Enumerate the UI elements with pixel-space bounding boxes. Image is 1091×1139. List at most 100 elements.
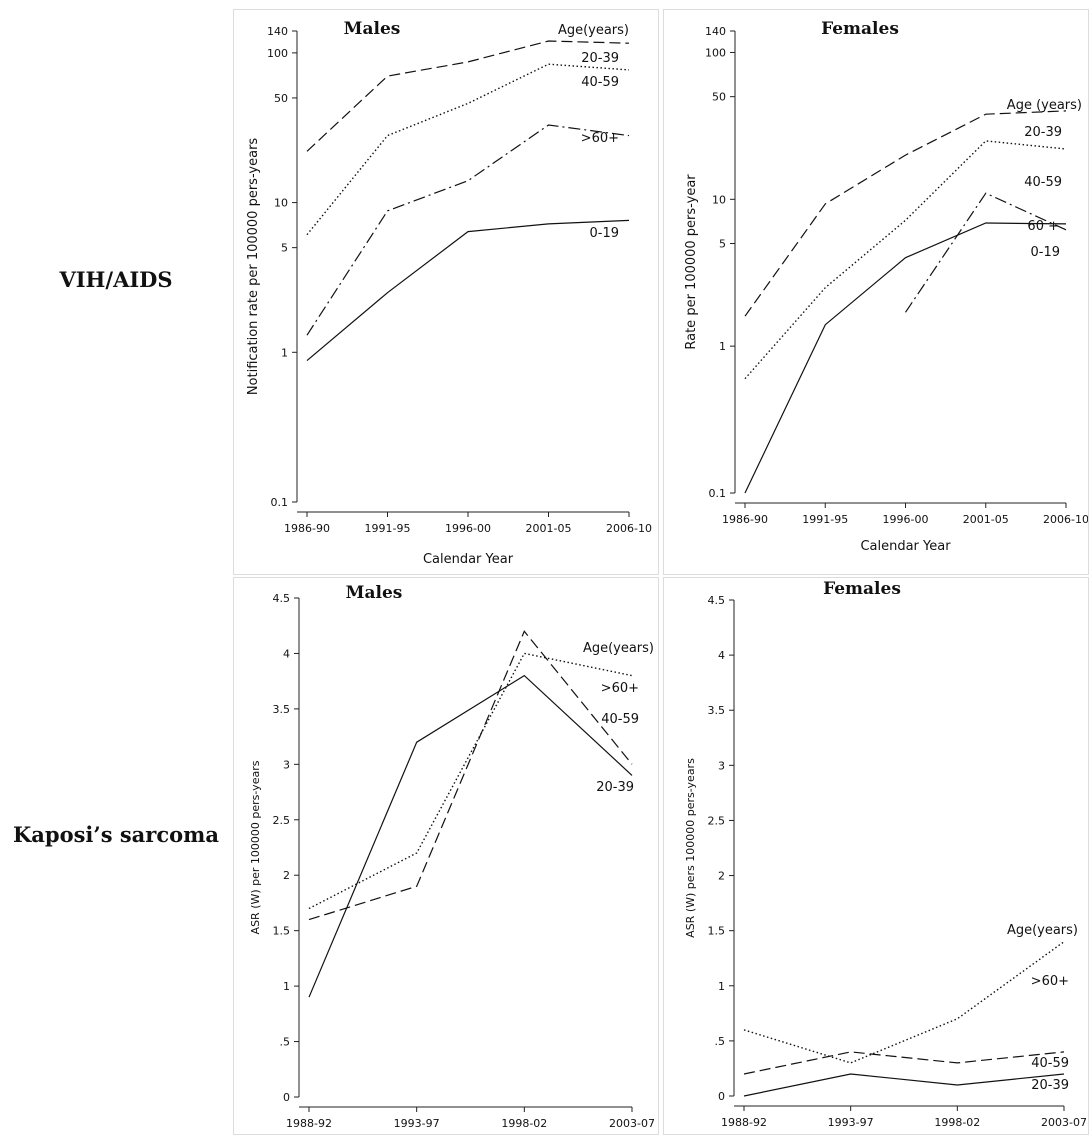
y-tick-label: 2.5 <box>273 814 291 827</box>
y-tick-label: 1 <box>281 346 288 359</box>
legend-title: Age (years) <box>1007 98 1082 113</box>
series-line-60 <box>743 941 1065 1064</box>
panel-hiv-females: 0.1 1 5 10 50 100 140 1986-90 1991-95 1996-00 2001… <box>663 9 1089 575</box>
x-tick-label: 1988-92 <box>286 1117 332 1130</box>
panel-ks-females: 0 .5 1 1.5 2 2.5 3 3.5 4 4.5 1988-92 1993-97 1998-02… <box>663 577 1089 1135</box>
y-tick-label: 4.5 <box>708 594 726 607</box>
y-tick-label: 3 <box>283 758 290 771</box>
series-line-019 <box>744 222 1067 494</box>
x-tick-label: 2003-07 <box>1041 1116 1087 1129</box>
y-tick-label: .5 <box>280 1036 291 1049</box>
x-tick-label: 1996-00 <box>883 513 929 526</box>
series-label: 20-39 <box>581 51 619 66</box>
x-tick-label: 2006-10 <box>606 522 652 535</box>
y-tick-label: 3 <box>718 759 725 772</box>
y-tick-label: .5 <box>715 1035 726 1048</box>
y-tick-label: 0 <box>283 1091 290 1104</box>
y-tick-label: 1 <box>719 340 726 353</box>
x-tick-label: 2006-10 <box>1043 513 1088 526</box>
series-label: >60+ <box>581 131 619 146</box>
series-label: 0-19 <box>589 226 619 241</box>
chart-ks-females: 0 .5 1 1.5 2 2.5 3 3.5 4 4.5 1988-92 1993-97 1998-02… <box>684 579 1087 1129</box>
series-label: 20-39 <box>1031 1078 1069 1093</box>
x-tick-label: 1988-92 <box>721 1116 767 1129</box>
y-tick-label: 1 <box>283 980 290 993</box>
series-label: >60+ <box>601 681 639 696</box>
x-tick-label: 2001-05 <box>963 513 1009 526</box>
series-line-2039 <box>743 1073 1065 1097</box>
y-axis-label: Rate per 100000 pers-year <box>684 174 699 350</box>
chart-title: Males <box>346 583 403 603</box>
y-tick-label: 1.5 <box>708 925 726 938</box>
series-label: 40-59 <box>1024 175 1062 190</box>
y-tick-label: 140 <box>705 25 726 38</box>
series-label: 60 + <box>1027 219 1059 234</box>
legend-title: Age(years) <box>583 641 654 656</box>
y-tick-label: 1.5 <box>273 925 291 938</box>
chart-title: Females <box>821 19 899 39</box>
y-tick-label: 4 <box>718 649 725 662</box>
y-tick-label: 100 <box>267 47 288 60</box>
x-tick-label: 2003-07 <box>609 1117 655 1130</box>
x-tick-label: 1996-00 <box>445 522 491 535</box>
y-tick-label: 2 <box>718 870 725 883</box>
x-tick-label: 1991-95 <box>365 522 411 535</box>
chart-ks-males: 0 .5 1 1.5 2 2.5 3 3.5 4 4.5 1988-92 1993-97 1998-02… <box>249 583 655 1130</box>
x-axis-label: Calendar Year <box>860 539 951 554</box>
row-label-hiv: VIH/AIDS <box>59 267 173 292</box>
legend-title: Age(years) <box>558 23 629 38</box>
y-tick-label: 3.5 <box>273 703 291 716</box>
row-label-kaposi: Kaposi’s sarcoma <box>13 822 219 847</box>
series-label: 20-39 <box>596 780 634 795</box>
x-tick-label: 1998-02 <box>501 1117 547 1130</box>
y-tick-label: 10 <box>712 193 726 206</box>
y-tick-label: 5 <box>281 242 288 255</box>
x-tick-label: 1993-97 <box>394 1117 440 1130</box>
x-tick-label: 1991-95 <box>802 513 848 526</box>
series-line-2039 <box>744 110 1067 317</box>
series-label: 40-59 <box>581 75 619 90</box>
series-line-60 <box>308 652 633 910</box>
series-line-4059 <box>744 140 1067 380</box>
y-tick-label: 0 <box>718 1090 725 1103</box>
y-tick-label: 2.5 <box>708 814 726 827</box>
x-tick-label: 1998-02 <box>934 1116 980 1129</box>
panel-ks-males: 0 .5 1 1.5 2 2.5 3 3.5 4 4.5 1988-92 1993-97 1998-02… <box>233 577 659 1135</box>
series-label: 40-59 <box>601 712 639 727</box>
series-label: 20-39 <box>1024 125 1062 140</box>
legend-title: Age(years) <box>1007 923 1078 938</box>
y-tick-label: 10 <box>274 197 288 210</box>
chart-hiv-males: 0.1 1 5 10 50 100 140 1986-90 1991-95 1996-00 2001… <box>246 19 652 567</box>
y-tick-label: 4.5 <box>273 592 291 605</box>
x-tick-label: 1993-97 <box>828 1116 874 1129</box>
series-line-4059 <box>306 63 630 236</box>
series-line-019 <box>306 219 630 362</box>
y-axis-label: ASR (W) per 100000 pers-years <box>249 760 262 934</box>
y-tick-label: 140 <box>267 25 288 38</box>
chart-hiv-females: 0.1 1 5 10 50 100 140 1986-90 1991-95 1996-00 2001… <box>684 19 1089 554</box>
y-tick-label: 50 <box>274 92 288 105</box>
series-line-4059 <box>743 1051 1065 1075</box>
y-tick-label: 0.1 <box>709 487 727 500</box>
series-line-4059 <box>308 630 633 921</box>
y-tick-label: 100 <box>705 46 726 59</box>
y-tick-label: 4 <box>283 647 290 660</box>
y-tick-label: 5 <box>719 238 726 251</box>
x-tick-label: 2001-05 <box>526 522 572 535</box>
x-tick-label: 1986-90 <box>284 522 330 535</box>
y-tick-label: 0.1 <box>271 496 289 509</box>
series-line-2039 <box>306 40 630 152</box>
series-label: >60+ <box>1031 974 1069 989</box>
chart-title: Males <box>344 19 401 39</box>
x-tick-label: 1986-90 <box>722 513 768 526</box>
series-line-60 <box>905 192 1067 313</box>
series-line-60 <box>306 124 630 336</box>
y-tick-label: 50 <box>712 91 726 104</box>
y-tick-label: 1 <box>718 980 725 993</box>
panel-hiv-males: 0.1 1 5 10 50 100 140 1986-90 1991-95 1996-00 2001… <box>233 9 659 575</box>
y-tick-label: 2 <box>283 869 290 882</box>
series-label: 0-19 <box>1030 245 1060 260</box>
chart-title: Females <box>823 579 901 599</box>
y-axis-label: Notification rate per 100000 pers-years <box>246 138 261 396</box>
y-tick-label: 3.5 <box>708 704 726 717</box>
